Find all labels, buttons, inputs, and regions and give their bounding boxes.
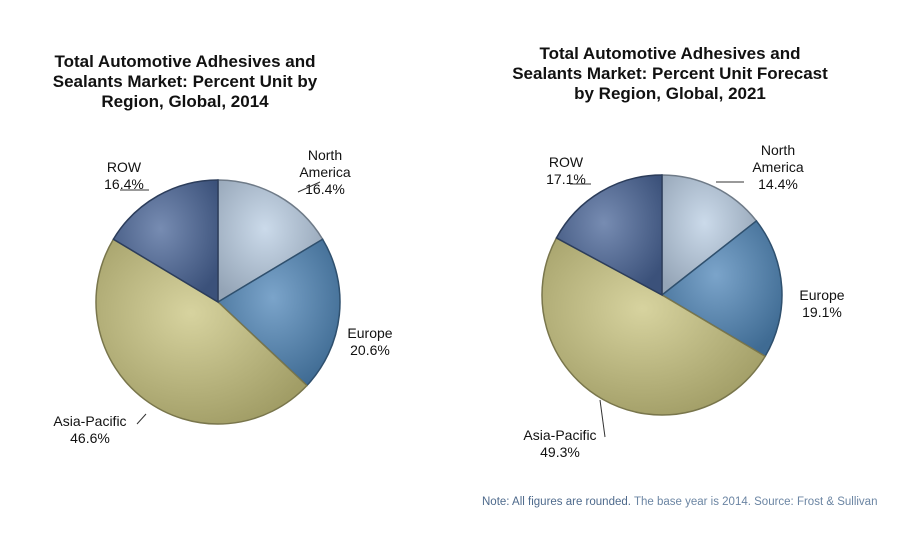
pie-slice-north-america-1 xyxy=(661,174,758,297)
chart-title-2021: Total Automotive Adhesives and Sealants … xyxy=(512,44,828,103)
pie-slice-north-america-0 xyxy=(217,179,324,304)
slice-label: Europe 20.6% xyxy=(347,325,392,358)
slice-label: Asia-Pacific 46.6% xyxy=(53,413,126,446)
chart-title-2014: Total Automotive Adhesives and Sealants … xyxy=(52,52,318,111)
slice-label: North America 16.4% xyxy=(299,147,351,197)
leader-line xyxy=(599,399,606,438)
pie-slice-asia-pacific-1 xyxy=(541,236,767,416)
leader-line xyxy=(297,181,321,193)
pie-slice-europe-0 xyxy=(216,238,341,387)
slice-label: Asia-Pacific 49.3% xyxy=(523,427,596,460)
slice-label: North America 14.4% xyxy=(752,142,804,192)
leader-line xyxy=(136,413,147,425)
slice-label: ROW 17.1% xyxy=(546,154,586,187)
slice-label: ROW 16.4% xyxy=(104,159,144,192)
pie-slice-row-1 xyxy=(555,174,663,297)
pie-slice-row-0 xyxy=(112,179,219,304)
pie-slice-asia-pacific-0 xyxy=(95,238,308,425)
slice-label: Europe 19.1% xyxy=(799,287,844,320)
source-note: Note: All figures are rounded. The base … xyxy=(482,496,878,508)
pie-slice-europe-1 xyxy=(660,219,783,358)
